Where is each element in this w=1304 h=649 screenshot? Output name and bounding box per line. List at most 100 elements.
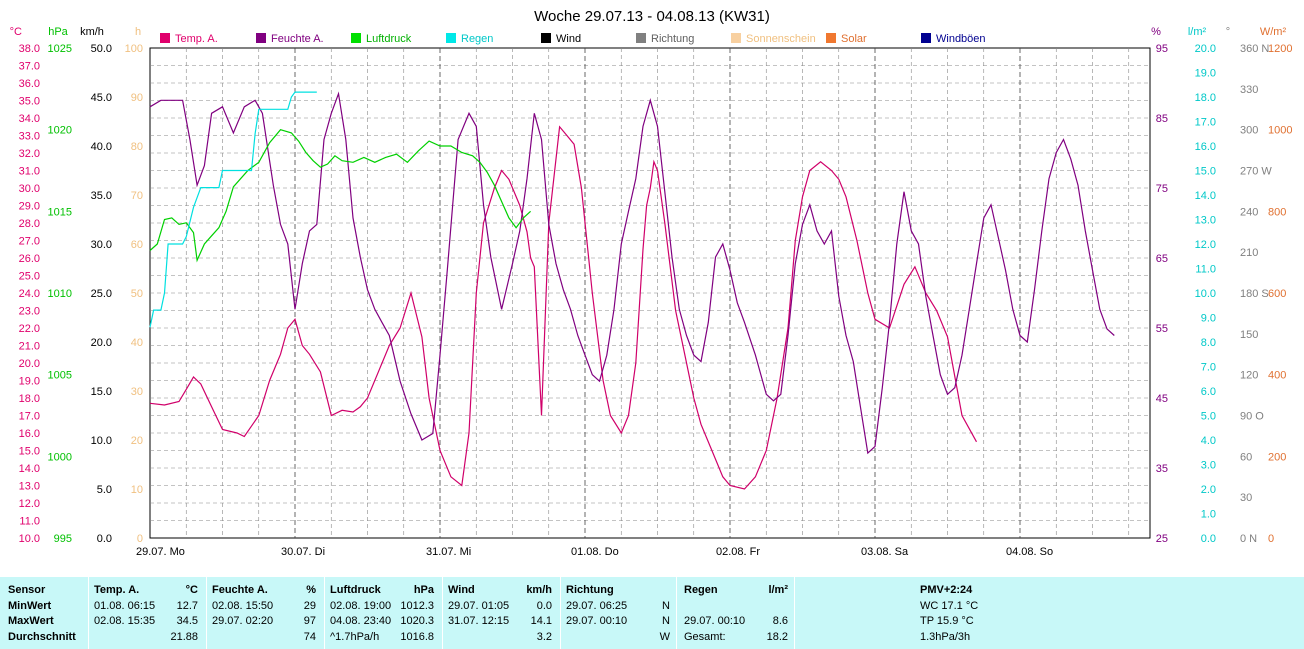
weather-chart: Woche 29.07.13 - 04.08.13 (KW31) 29.07. M… xyxy=(10,8,1293,558)
summary-temp-time: 02.08. 15:35 xyxy=(94,615,156,627)
y-tick-label-dir: 330 xyxy=(1240,84,1258,96)
y-tick-label-rain: 12.0 xyxy=(1195,239,1216,251)
y-tick-label-dir: 300 xyxy=(1240,125,1258,137)
y-tick-label-dir: 60 xyxy=(1240,451,1252,463)
y-tick-label-dir: 30 xyxy=(1240,492,1252,504)
y-tick-label-rain: 7.0 xyxy=(1201,362,1216,374)
y-tick-label-wind: 5.0 xyxy=(97,484,112,496)
y-tick-label-press: 995 xyxy=(54,533,72,545)
y-tick-label-dir: 360 N xyxy=(1240,43,1269,55)
summary-temp-value: 34.5 xyxy=(176,615,198,627)
x-tick-label: 29.07. Mo xyxy=(136,546,185,558)
summary-divider xyxy=(676,577,677,649)
y-tick-label-sun: 60 xyxy=(131,239,143,251)
y-tick-label-dir: 270 W xyxy=(1240,166,1272,178)
summary-dir-time: 29.07. 00:10 xyxy=(566,615,628,627)
summary-press-value: 1012.3 xyxy=(400,599,434,612)
y-tick-label-dir: 180 S xyxy=(1240,288,1269,300)
legend-swatch xyxy=(921,33,931,43)
axis-unit-dir: ° xyxy=(1226,26,1230,38)
y-tick-label-hum: 45 xyxy=(1156,393,1168,405)
y-tick-label-sun: 50 xyxy=(131,288,143,300)
summary-header-hum: Feuchte A. xyxy=(212,584,268,596)
legend-label: Solar xyxy=(841,33,867,45)
x-tick-label: 04.08. So xyxy=(1006,546,1053,558)
summary-header-wind: Wind xyxy=(448,584,475,596)
summary-rain-value: 18.2 xyxy=(766,630,788,643)
summary-rain-time: Gesamt: xyxy=(684,630,726,643)
y-tick-label-wind: 30.0 xyxy=(91,239,112,251)
y-tick-label-wind: 35.0 xyxy=(91,190,112,202)
legend-label: Luftdruck xyxy=(366,33,412,45)
y-tick-label-temp: 15.0 xyxy=(19,446,40,458)
summary-dir-value: W xyxy=(659,630,670,643)
y-tick-label-sun: 0 xyxy=(137,533,143,545)
legend-swatch xyxy=(731,33,741,43)
legend-label: Temp. A. xyxy=(175,33,218,45)
y-tick-label-rain: 16.0 xyxy=(1195,141,1216,153)
y-tick-label-solar: 1000 xyxy=(1268,125,1292,137)
y-tick-label-wind: 50.0 xyxy=(91,43,112,55)
summary-extra: 1.3hPa/3h xyxy=(920,630,971,643)
y-tick-label-solar: 0 xyxy=(1268,533,1274,545)
chart-title: Woche 29.07.13 - 04.08.13 (KW31) xyxy=(534,8,770,25)
x-tick-label: 31.07. Mi xyxy=(426,546,471,558)
y-tick-label-sun: 100 xyxy=(125,43,143,55)
y-tick-label-wind: 20.0 xyxy=(91,337,112,349)
y-tick-label-dir: 150 xyxy=(1240,329,1258,341)
y-tick-label-rain: 4.0 xyxy=(1201,435,1216,447)
summary-extra: WC 17.1 °C xyxy=(920,599,979,612)
legend-label: Windböen xyxy=(936,33,986,45)
y-tick-label-sun: 70 xyxy=(131,190,143,202)
y-tick-label-sun: 90 xyxy=(131,92,143,104)
summary-temp-value: 12.7 xyxy=(176,599,198,612)
y-tick-label-temp: 28.0 xyxy=(19,218,40,230)
y-tick-label-sun: 10 xyxy=(131,484,143,496)
axis-unit-hum: % xyxy=(1151,26,1161,38)
summary-header-hum-unit: % xyxy=(306,584,316,596)
y-tick-label-temp: 29.0 xyxy=(19,201,40,213)
y-tick-label-wind: 40.0 xyxy=(91,141,112,153)
summary-press-value: 1016.8 xyxy=(400,630,434,643)
summary-hum-value: 74 xyxy=(303,630,316,643)
y-tick-label-press: 1020 xyxy=(48,125,72,137)
x-tick-label: 03.08. Sa xyxy=(861,546,909,558)
y-tick-label-press: 1000 xyxy=(48,451,72,463)
series-temp-a- xyxy=(149,125,978,490)
summary-wind-time: 29.07. 01:05 xyxy=(448,599,510,612)
summary-header-wind-unit: km/h xyxy=(526,584,552,596)
y-tick-label-temp: 18.0 xyxy=(19,393,40,405)
summary-header-press-unit: hPa xyxy=(413,584,434,596)
y-tick-label-solar: 1200 xyxy=(1268,43,1292,55)
y-tick-label-dir: 240 xyxy=(1240,206,1258,218)
axis-unit-temp: °C xyxy=(10,26,22,38)
chart-canvas: Woche 29.07.13 - 04.08.13 (KW31) 29.07. M… xyxy=(10,8,1293,558)
y-tick-label-temp: 26.0 xyxy=(19,253,40,265)
y-tick-label-wind: 45.0 xyxy=(91,92,112,104)
legend-swatch xyxy=(446,33,456,43)
x-tick-label: 01.08. Do xyxy=(571,546,619,558)
y-tick-label-temp: 12.0 xyxy=(19,498,40,510)
y-tick-label-wind: 10.0 xyxy=(91,435,112,447)
y-tick-label-solar: 600 xyxy=(1268,288,1286,300)
y-tick-label-solar: 400 xyxy=(1268,370,1286,382)
summary-hum-time: 29.07. 02:20 xyxy=(212,615,274,627)
y-tick-label-rain: 8.0 xyxy=(1201,337,1216,349)
y-tick-label-temp: 38.0 xyxy=(19,43,40,55)
y-tick-label-temp: 34.0 xyxy=(19,113,40,125)
x-tick-label: 02.08. Fr xyxy=(716,546,760,558)
summary-divider xyxy=(88,577,89,649)
y-tick-label-dir: 120 xyxy=(1240,370,1258,382)
summary-press-value: 1020.3 xyxy=(400,615,434,627)
y-tick-label-temp: 30.0 xyxy=(19,183,40,195)
legend-swatch xyxy=(256,33,266,43)
y-tick-label-rain: 14.0 xyxy=(1195,190,1216,202)
series-regen xyxy=(149,91,317,328)
summary-wind-value: 14.1 xyxy=(530,615,552,627)
y-tick-label-temp: 24.0 xyxy=(19,288,40,300)
summary-wind-time: 31.07. 12:15 xyxy=(448,615,510,627)
y-tick-label-sun: 40 xyxy=(131,337,143,349)
legend-label: Richtung xyxy=(651,33,694,45)
summary-rain-time: 29.07. 00:10 xyxy=(684,615,746,627)
y-tick-label-dir: 0 N xyxy=(1240,533,1257,545)
